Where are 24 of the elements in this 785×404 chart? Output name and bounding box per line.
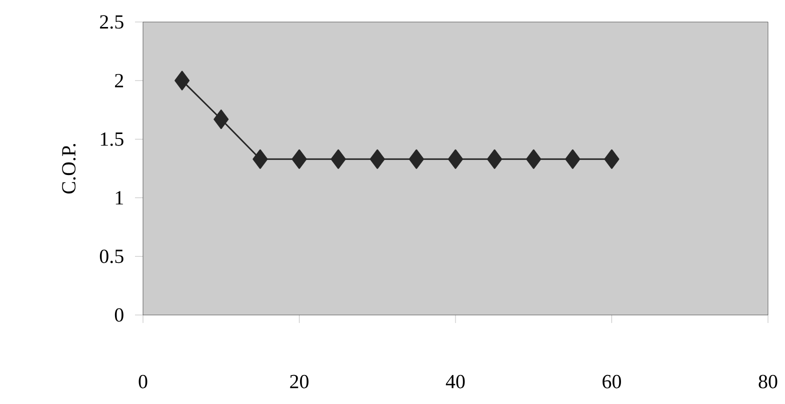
y-tick-label: 0 [114,308,124,322]
x-tick-label: 60 [602,374,621,388]
point [448,149,463,169]
y-tick-label: 0.5 [100,250,124,264]
point [174,70,190,90]
x-tick-label: 0 [138,374,148,388]
y-tick-label: 1.5 [100,132,124,146]
x-tick-label: 20 [290,374,308,388]
point [252,149,268,169]
point [292,149,307,169]
x-tick-label: 40 [446,374,465,388]
point [487,149,502,169]
y-tick-label: 2 [115,74,124,88]
y-axis-title: C.O.P. [62,144,76,194]
x-tick-label: 80 [758,374,778,388]
point [330,149,346,169]
point [370,149,385,169]
point [565,149,580,169]
point [408,149,424,169]
point [604,149,620,169]
point [526,149,542,169]
y-tick-label: 2.5 [100,15,124,29]
y-tick-label: 1 [116,191,123,204]
point [214,110,229,130]
